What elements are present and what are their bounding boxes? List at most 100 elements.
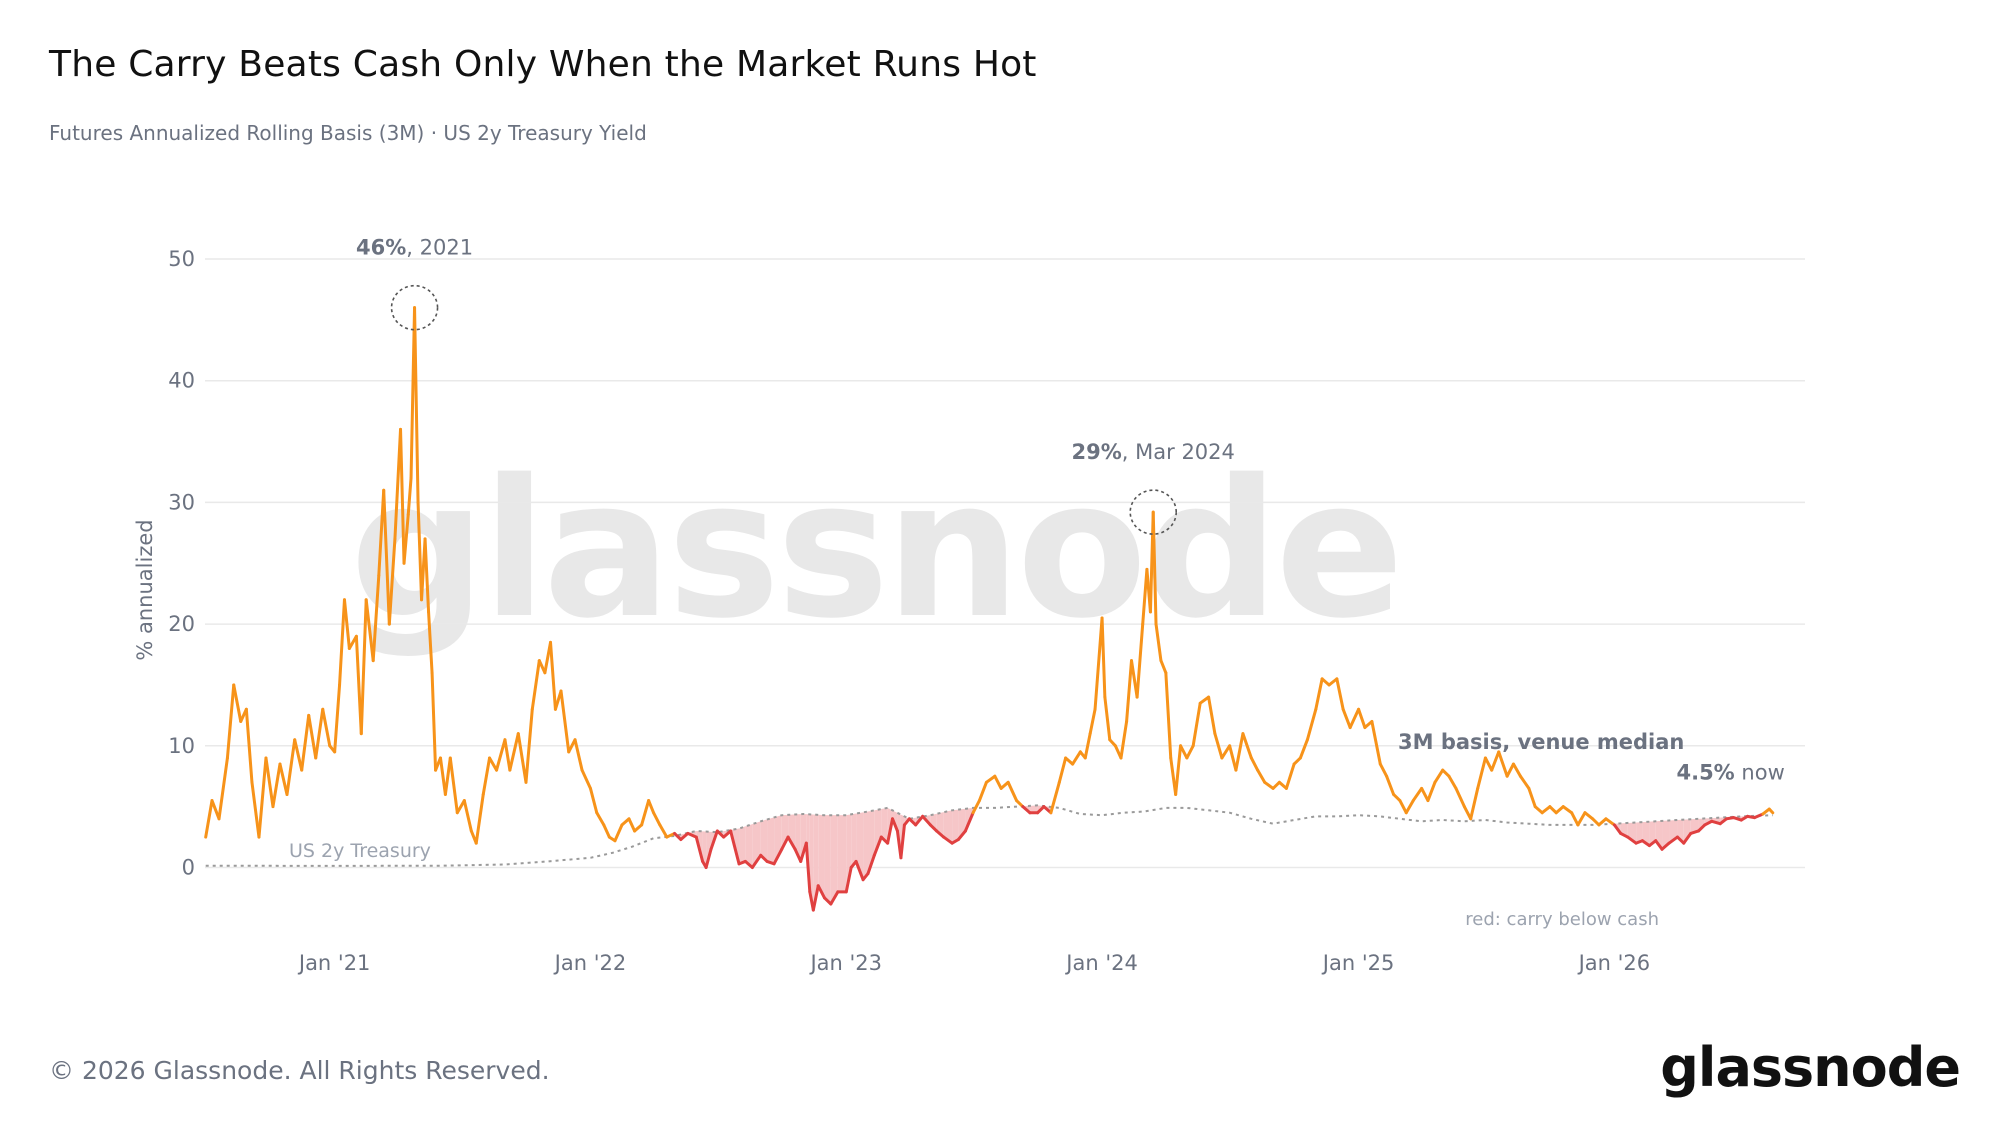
basis-segment — [387, 537, 397, 626]
below-cash-area — [1029, 805, 1038, 813]
basis-segment — [1154, 622, 1163, 663]
basis-segment-below-cash — [804, 841, 812, 894]
basis-segment — [1426, 780, 1437, 803]
basis-segment-below-cash — [866, 853, 876, 876]
basis-segment — [217, 756, 229, 821]
basis-segment — [1469, 786, 1480, 821]
basis-segment — [338, 598, 346, 687]
x-tick-label: Jan '23 — [808, 951, 882, 975]
basis-segment — [1320, 677, 1331, 687]
x-axis-ticks: Jan '21 Jan '22 Jan '23 Jan '24 Jan '25 Jan '… — [297, 951, 1650, 975]
basis-segment — [321, 707, 332, 748]
basis-segment — [481, 756, 492, 796]
basis-segment — [559, 689, 571, 754]
below-cash-area — [1649, 821, 1656, 846]
basis-segment-below-cash — [956, 829, 967, 842]
basis-segment — [613, 823, 624, 843]
below-cash-area — [851, 813, 857, 868]
basis-segment — [1159, 659, 1168, 675]
basis-segment-below-cash — [750, 853, 763, 869]
basis-segment — [416, 500, 424, 602]
basis-segment — [455, 799, 466, 815]
basis-segment — [244, 707, 254, 784]
below-cash-area — [824, 815, 831, 905]
basis-segment — [1071, 750, 1082, 766]
chart-subtitle: Futures Annualized Rolling Basis (3M) · … — [49, 121, 647, 145]
basis-segment — [495, 738, 507, 772]
basis-segment — [1597, 817, 1608, 827]
basis-segment — [1100, 616, 1107, 699]
basis-segment — [264, 756, 275, 809]
x-tick-label: Jan '24 — [1064, 951, 1138, 975]
below-cash-area — [952, 809, 959, 844]
basis-segment-below-cash — [729, 829, 741, 866]
x-tick-label: Jan '26 — [1577, 951, 1651, 975]
basis-segment-below-cash — [704, 847, 713, 869]
below-cash-area — [767, 817, 775, 864]
basis-segment — [448, 756, 459, 815]
basis-segment-below-cash — [780, 835, 790, 851]
chart-title: The Carry Beats Cash Only When the Marke… — [49, 44, 1037, 85]
basis-segment — [580, 768, 592, 790]
basis-segment — [1241, 732, 1253, 760]
basis-segment — [1490, 750, 1501, 772]
basis-segment — [1179, 744, 1189, 760]
basis-segment-below-cash — [921, 814, 932, 827]
basis-segment — [1533, 805, 1544, 815]
basis-segment — [438, 756, 447, 796]
basis-segment — [402, 513, 410, 565]
basis-segment-below-cash — [1654, 839, 1664, 851]
basis-segment — [359, 598, 368, 736]
below-cash-area — [881, 807, 888, 844]
basis-segment — [658, 823, 669, 839]
basis-segment — [488, 756, 499, 772]
basis-segment — [1483, 756, 1494, 772]
basis-segment — [1398, 799, 1408, 815]
basis-segment — [1476, 756, 1487, 790]
basis-segment — [1125, 659, 1134, 723]
x-tick-label: Jan '22 — [553, 951, 627, 975]
basis-segment — [1284, 762, 1296, 790]
below-cash-area — [760, 819, 768, 862]
basis-segment — [640, 799, 651, 827]
basis-segment — [430, 671, 438, 772]
basis-segment — [633, 823, 644, 833]
basis-segment — [278, 762, 289, 796]
y-tick-label: 10 — [168, 734, 195, 758]
annotations: 46%, 2021 29%, Mar 2024 4.5% now — [356, 236, 1785, 785]
basis-segment — [1518, 774, 1531, 790]
basis-segment — [1454, 786, 1466, 809]
basis-segment — [971, 799, 981, 815]
gridlines — [205, 258, 1805, 869]
below-cash-area — [1690, 818, 1699, 834]
basis-segment — [1570, 811, 1580, 827]
basis-segment — [293, 738, 304, 772]
basis-segment-below-cash — [963, 811, 975, 833]
basis-segment — [307, 713, 318, 760]
basis-segment-below-cash — [1667, 835, 1679, 845]
below-cash-area — [1662, 820, 1670, 850]
basis-segment — [1151, 510, 1158, 626]
basis-segment — [1191, 701, 1202, 748]
basis-segment — [516, 732, 528, 784]
basis-series-label: 3M basis, venue median — [1398, 730, 1684, 754]
basis-segment — [406, 476, 413, 517]
basis-segment — [1505, 762, 1515, 778]
basis-segment — [1433, 768, 1445, 784]
below-cash-area — [863, 811, 868, 880]
basis-segment — [1234, 732, 1245, 772]
basis-segment — [1164, 671, 1173, 760]
basis-segment — [1335, 677, 1345, 711]
basis-segment — [210, 799, 221, 821]
below-cash-area — [818, 814, 825, 898]
basis-segment-below-cash — [816, 884, 827, 900]
footer-copyright: © 2026 Glassnode. All Rights Reserved. — [49, 1056, 550, 1085]
basis-segment — [1088, 707, 1097, 736]
basis-segment — [602, 823, 611, 839]
basis-segment — [1447, 774, 1458, 790]
basis-segment-below-cash — [743, 859, 754, 869]
below-cash-area — [702, 831, 707, 868]
basis-segment — [1298, 738, 1309, 760]
basis-segment — [1249, 756, 1260, 772]
basis-segment — [1540, 805, 1552, 815]
